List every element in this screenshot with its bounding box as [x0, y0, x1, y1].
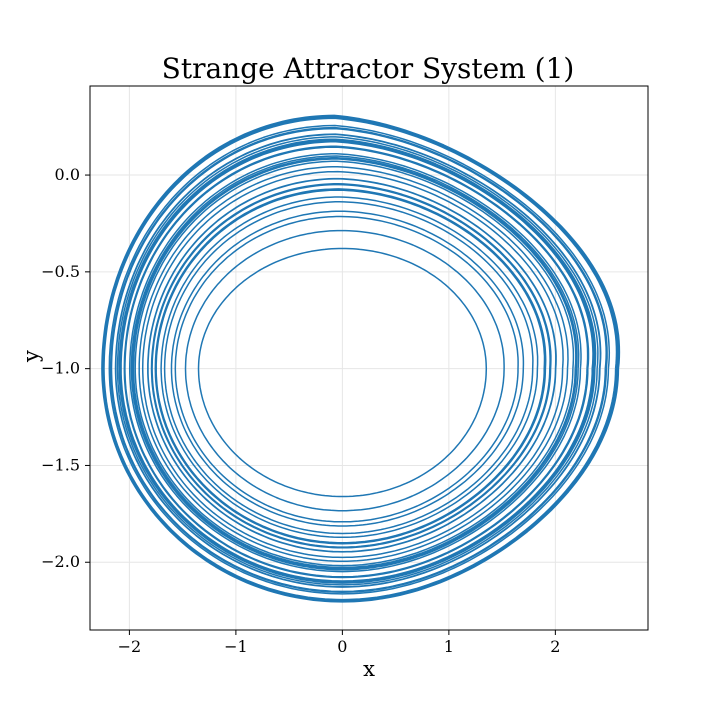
x-axis-ticks: −2 −1 0 1 2: [118, 630, 560, 656]
y-tick-label: −0.5: [41, 262, 80, 281]
grid: [90, 86, 648, 630]
x-tick-label: 2: [550, 637, 560, 656]
attractor-trajectory-line: [101, 114, 621, 603]
y-tick-label: 0.0: [55, 165, 80, 184]
plot-area: [101, 114, 621, 603]
x-axis-label: x: [363, 657, 375, 681]
x-tick-label: −1: [224, 637, 248, 656]
y-axis-ticks: 0.0 −0.5 −1.0 −1.5 −2.0: [41, 165, 90, 571]
chart-title: Strange Attractor System (1): [162, 52, 575, 85]
y-tick-label: −1.0: [41, 359, 80, 378]
y-tick-label: −1.5: [41, 455, 80, 474]
x-tick-label: 0: [337, 637, 347, 656]
y-axis-label: y: [19, 350, 43, 363]
y-tick-label: −2.0: [41, 552, 80, 571]
x-tick-label: 1: [444, 637, 454, 656]
plot-frame: [89, 85, 649, 631]
x-tick-label: −2: [118, 637, 142, 656]
